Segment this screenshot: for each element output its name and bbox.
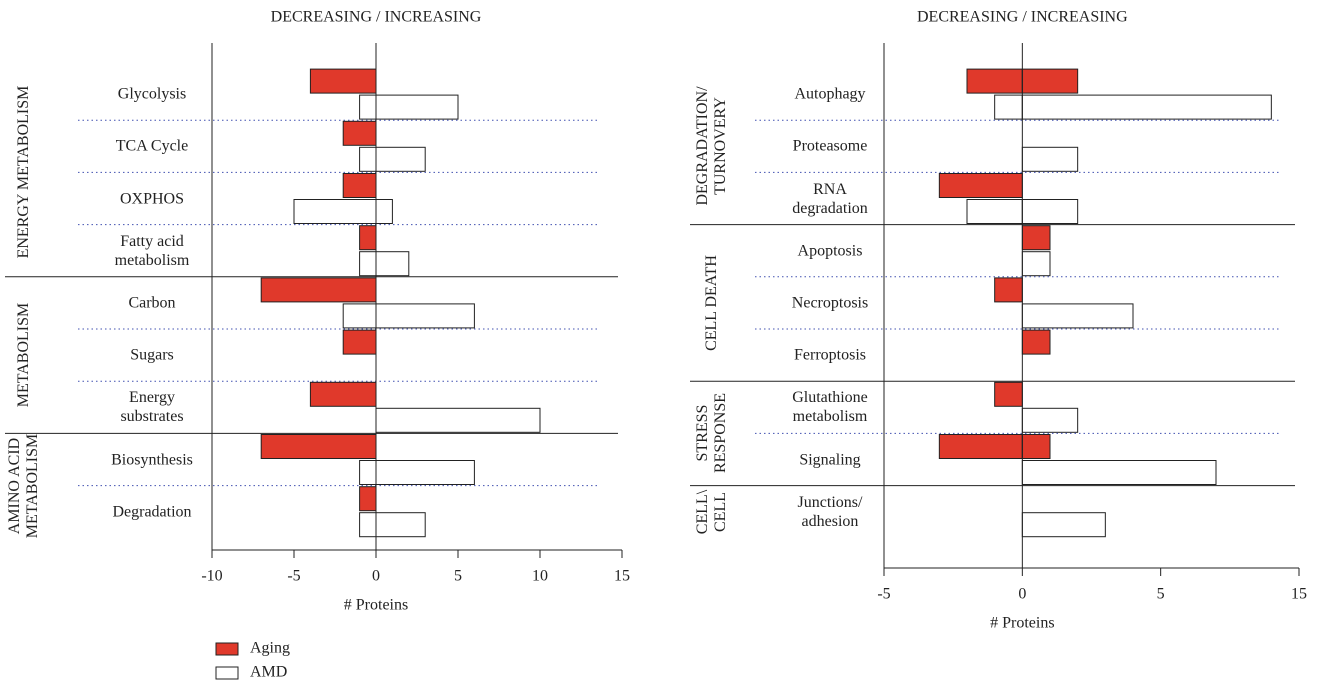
bar <box>1021 199 1079 224</box>
legend-label: AMD <box>250 664 287 681</box>
legend-label: Aging <box>250 640 290 657</box>
category-label: Glycolysis <box>117 85 187 103</box>
bar <box>359 225 377 251</box>
bar <box>260 434 377 459</box>
category-label: Fatty acid metabolism <box>114 232 190 269</box>
bar <box>1021 512 1106 538</box>
x-tick-label: -5 <box>877 586 890 603</box>
group-label: CELL\ CELL <box>694 489 729 534</box>
category-label: Apoptosis <box>797 242 863 260</box>
bar <box>966 199 1023 224</box>
category-label: Carbon <box>128 294 176 312</box>
bar <box>375 512 426 538</box>
bar <box>375 460 475 485</box>
category-label: Biosynthesis <box>111 451 193 468</box>
bar <box>359 94 377 120</box>
bar <box>293 199 377 224</box>
bar <box>375 303 475 329</box>
bar <box>309 381 377 407</box>
x-tick-label: 15 <box>1291 586 1307 603</box>
category-label: Signaling <box>799 451 861 468</box>
group-label: CELL DEATH <box>703 254 720 351</box>
x-tick-label: 10 <box>532 568 548 585</box>
bar <box>342 329 377 355</box>
bar <box>342 120 377 146</box>
bar <box>994 381 1023 407</box>
category-label: TCA Cycle <box>115 137 189 155</box>
bar <box>966 68 1023 94</box>
bar <box>1021 251 1051 277</box>
x-axis-label: # Proteins <box>990 615 1054 632</box>
bar <box>1021 329 1051 355</box>
x-tick-label: -5 <box>287 568 300 585</box>
bar <box>342 173 377 198</box>
bar <box>375 407 541 433</box>
bar <box>1021 303 1134 329</box>
bar <box>1021 225 1051 251</box>
bar <box>375 251 410 277</box>
chart-title: DECREASING / INCREASING <box>917 9 1128 26</box>
chart-title: DECREASING / INCREASING <box>271 9 482 26</box>
bar <box>260 277 377 303</box>
bar <box>938 173 1023 198</box>
category-label: Ferroptosis <box>794 346 866 364</box>
bar <box>994 94 1023 120</box>
group-label: DEGRADATION/ TURNOVERY <box>694 86 729 206</box>
category-label: Junctions/ adhesion <box>797 493 863 530</box>
x-tick-label: 0 <box>1018 586 1026 603</box>
category-label: Glutathione metabolism <box>792 389 868 426</box>
category-label: Degradation <box>112 503 192 521</box>
bar <box>359 460 377 485</box>
bar <box>359 146 377 172</box>
group-label: AMINO ACID METABOLISM <box>6 433 41 538</box>
bar <box>375 146 426 172</box>
category-label: Proteasome <box>792 137 868 155</box>
x-tick-label: 5 <box>1157 586 1165 603</box>
bar <box>1021 434 1051 459</box>
bar <box>342 303 377 329</box>
category-label: Necroptosis <box>791 294 869 312</box>
category-label: Autophagy <box>794 85 866 103</box>
group-label: STRESS RESPONSE <box>694 393 729 474</box>
legend-swatch <box>215 642 239 656</box>
category-label: Energy substrates <box>120 389 184 426</box>
x-tick-label: 0 <box>372 568 380 585</box>
bar <box>375 94 459 120</box>
x-tick-label: 5 <box>454 568 462 585</box>
bar <box>1021 407 1079 433</box>
bar <box>359 486 377 512</box>
group-label: METABOLISM <box>15 302 32 408</box>
bar <box>994 277 1023 303</box>
bar <box>1021 94 1272 120</box>
bar <box>1021 68 1079 94</box>
bar <box>1021 146 1079 172</box>
bar <box>375 199 393 224</box>
bar <box>938 434 1023 459</box>
bar <box>359 512 377 538</box>
legend-swatch <box>215 666 239 680</box>
bar <box>1021 460 1217 485</box>
x-tick-label: 15 <box>614 568 630 585</box>
category-label: RNA degradation <box>792 180 868 217</box>
x-axis-label: # Proteins <box>344 597 408 614</box>
bar <box>359 251 377 277</box>
category-label: OXPHOS <box>119 190 185 207</box>
group-label: ENERGY METABOLISM <box>15 85 32 259</box>
category-label: Sugars <box>130 346 174 364</box>
bar <box>309 68 377 94</box>
x-tick-label: -10 <box>201 568 222 585</box>
